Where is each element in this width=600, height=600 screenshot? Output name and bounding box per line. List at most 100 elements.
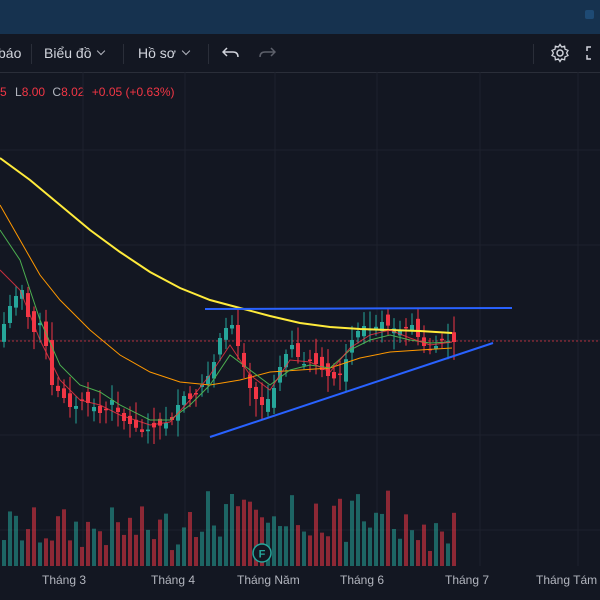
candle-body [8,306,12,323]
volume-bar [338,498,342,566]
volume-bar [188,512,192,566]
toolbar-item-partial[interactable]: báo [0,45,22,61]
volume-bar [248,501,252,566]
x-axis-label: Tháng 4 [151,573,196,587]
candle-body [62,388,66,398]
volume-bar [116,522,120,566]
candle-body [434,346,438,349]
candle-body [146,429,150,432]
volume-bar [302,531,306,566]
earnings-marker[interactable]: F [252,543,272,563]
candle-body [50,340,54,385]
toolbar-separator [208,44,209,64]
volume-bar [158,519,162,566]
profile-menu-button[interactable]: Hồ sơ [138,34,191,72]
volume-bar [404,514,408,566]
volume-bar [278,526,282,566]
settings-button[interactable] [550,34,570,72]
volume-bar [206,491,210,566]
price-chart-canvas[interactable]: F [0,72,600,570]
redo-button[interactable] [258,34,276,72]
chevron-down-icon [97,46,106,56]
volume-bar [128,517,132,566]
candle-body [68,393,72,407]
candle-body [290,345,294,350]
candle-body [26,293,30,317]
ohlc-open-partial: 5 [0,85,7,99]
toolbar-separator [533,44,534,64]
candle-body [404,326,408,329]
candle-body [164,423,168,429]
volume-bar [44,538,48,566]
moving-average-fast [0,269,453,426]
volume-bar [38,542,42,566]
volume-bar [98,531,102,566]
support-trend-line[interactable] [209,342,494,438]
candle-body [206,376,210,385]
candle-body [116,407,120,412]
volume-bar [32,507,36,566]
candle-body [224,328,228,340]
volume-bar [68,540,72,566]
volume-bar [80,546,84,566]
fullscreen-button[interactable] [586,34,600,72]
volume-bar [350,500,354,566]
volume-bar [146,529,150,566]
candle-body [92,407,96,412]
volume-bar [194,537,198,566]
ohlc-change: +0.05 (+0.63%) [91,85,175,99]
ohlc-close-label: C [52,85,62,99]
candle-body [194,392,198,395]
volume-bar [434,523,438,566]
candle-body [86,391,90,403]
volume-bar [332,505,336,566]
moving-average-mid [0,204,453,386]
candle-body [386,314,390,326]
volume-bar [320,532,324,566]
volume-bar [110,507,114,566]
volume-bar [398,538,402,566]
volume-bar [26,529,30,566]
volume-bar [452,512,456,566]
ohlc-legend: 5 L8.00 C8.02 +0.05 (+0.63%) [0,85,175,99]
candle-body [284,354,288,368]
volume-bar [410,530,414,566]
volume-bar [242,499,246,566]
volume-bar [20,540,24,566]
volume-bar [8,511,12,566]
candle-body [110,400,114,405]
volume-bar [236,506,240,566]
candle-body [32,311,36,332]
candle-body [236,324,240,346]
chart-menu-button[interactable]: Biểu đồ [44,34,106,72]
undo-button[interactable] [222,34,240,72]
volume-bar [356,494,360,566]
chart-toolbar: báo Biểu đồ Hồ sơ [0,34,600,73]
candle-body [362,326,366,337]
candle-body [200,385,204,387]
volume-bar [200,531,204,566]
candle-body [212,362,216,379]
candle-body [260,397,264,405]
volume-bar [2,540,6,566]
candle-body [98,405,102,413]
volume-bar [104,545,108,566]
volume-bar [14,515,18,566]
x-axis-label: Tháng 3 [42,573,87,587]
resistance-trend-line[interactable] [204,307,513,310]
volume-bar [92,528,96,566]
volume-bar [446,543,450,566]
candle-body [374,326,378,331]
candle-body [338,373,342,376]
candle-body [104,408,108,411]
candle-body [254,386,258,399]
header-accent-icon[interactable] [585,10,594,19]
volume-bar [122,534,126,566]
earnings-marker-label: F [259,549,266,561]
volume-bar [212,525,216,566]
volume-bar [326,536,330,566]
chart-grid [0,72,600,566]
volume-bar [284,526,288,566]
volume-bar [344,541,348,566]
candle-body [332,372,336,379]
